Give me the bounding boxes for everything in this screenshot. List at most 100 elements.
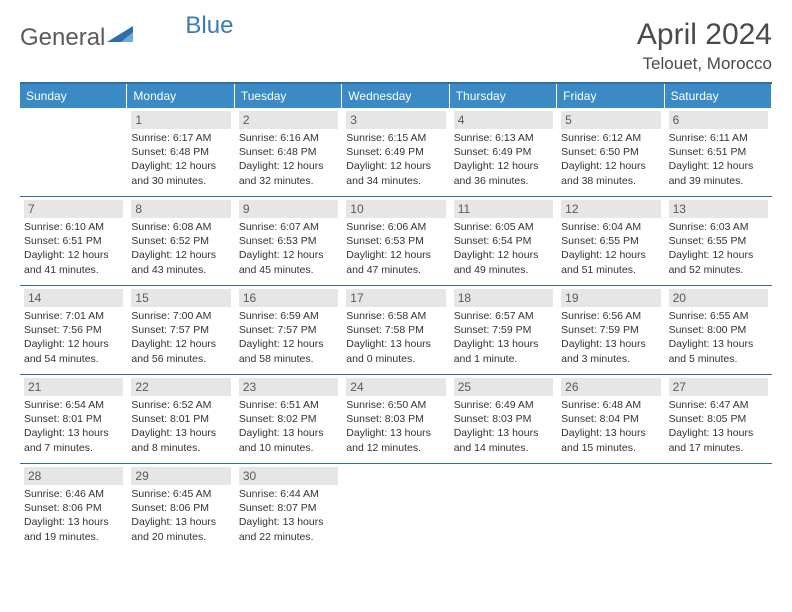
day-number: 23 xyxy=(239,378,338,396)
sunset-text: Sunset: 8:06 PM xyxy=(24,501,123,515)
sunrise-text: Sunrise: 6:54 AM xyxy=(24,398,123,412)
daylight-text: Daylight: 13 hours and 14 minutes. xyxy=(454,426,553,454)
sunset-text: Sunset: 8:06 PM xyxy=(131,501,230,515)
sunrise-text: Sunrise: 6:50 AM xyxy=(346,398,445,412)
day-cell: 3Sunrise: 6:15 AMSunset: 6:49 PMDaylight… xyxy=(342,108,449,196)
day-cell: 1Sunrise: 6:17 AMSunset: 6:48 PMDaylight… xyxy=(127,108,234,196)
day-number: 26 xyxy=(561,378,660,396)
daylight-text: Daylight: 13 hours and 17 minutes. xyxy=(669,426,768,454)
daylight-text: Daylight: 12 hours and 30 minutes. xyxy=(131,159,230,187)
day-cell: 15Sunrise: 7:00 AMSunset: 7:57 PMDayligh… xyxy=(127,286,234,374)
sunset-text: Sunset: 6:52 PM xyxy=(131,234,230,248)
sunrise-text: Sunrise: 6:07 AM xyxy=(239,220,338,234)
daylight-text: Daylight: 13 hours and 20 minutes. xyxy=(131,515,230,543)
day-cell: 10Sunrise: 6:06 AMSunset: 6:53 PMDayligh… xyxy=(342,197,449,285)
sunrise-text: Sunrise: 6:06 AM xyxy=(346,220,445,234)
page-title: April 2024 xyxy=(637,18,772,52)
weekday-header: Saturday xyxy=(665,84,772,108)
page: General Blue April 2024 Telouet, Morocco… xyxy=(0,0,792,552)
sunrise-text: Sunrise: 6:48 AM xyxy=(561,398,660,412)
daylight-text: Daylight: 13 hours and 8 minutes. xyxy=(131,426,230,454)
sunset-text: Sunset: 8:05 PM xyxy=(669,412,768,426)
day-cell: 2 Sunrise: 6:16 AMSunset: 6:48 PMDaylight… xyxy=(235,108,342,196)
day-number: 27 xyxy=(669,378,768,396)
sunrise-text: Sunrise: 6:03 AM xyxy=(669,220,768,234)
sunrise-text: Sunrise: 6:55 AM xyxy=(669,309,768,323)
sunrise-text: Sunrise: 6:16 AM xyxy=(239,131,338,145)
daylight-text: Daylight: 12 hours and 39 minutes. xyxy=(669,159,768,187)
sunrise-text: Sunrise: 6:11 AM xyxy=(669,131,768,145)
sunrise-text: Sunrise: 6:47 AM xyxy=(669,398,768,412)
daylight-text: Daylight: 12 hours and 58 minutes. xyxy=(239,337,338,365)
day-cell: 25Sunrise: 6:49 AMSunset: 8:03 PMDayligh… xyxy=(450,375,557,463)
day-cell: 6Sunrise: 6:11 AMSunset: 6:51 PMDaylight… xyxy=(665,108,772,196)
sunset-text: Sunset: 7:59 PM xyxy=(454,323,553,337)
day-cell: 22Sunrise: 6:52 AMSunset: 8:01 PMDayligh… xyxy=(127,375,234,463)
sunset-text: Sunset: 6:51 PM xyxy=(24,234,123,248)
daylight-text: Daylight: 12 hours and 47 minutes. xyxy=(346,248,445,276)
day-cell: 18Sunrise: 6:57 AMSunset: 7:59 PMDayligh… xyxy=(450,286,557,374)
daylight-text: Daylight: 13 hours and 0 minutes. xyxy=(346,337,445,365)
day-number: 11 xyxy=(454,200,553,218)
weekday-header: Thursday xyxy=(450,84,557,108)
day-number: 29 xyxy=(131,467,230,485)
weekday-header: Sunday xyxy=(20,84,127,108)
day-cell: 21Sunrise: 6:54 AMSunset: 8:01 PMDayligh… xyxy=(20,375,127,463)
day-cell: 8Sunrise: 6:08 AMSunset: 6:52 PMDaylight… xyxy=(127,197,234,285)
sunset-text: Sunset: 6:48 PM xyxy=(239,145,338,159)
day-cell: 7Sunrise: 6:10 AMSunset: 6:51 PMDaylight… xyxy=(20,197,127,285)
daylight-text: Daylight: 12 hours and 54 minutes. xyxy=(24,337,123,365)
day-number: 2 xyxy=(239,111,338,129)
sunrise-text: Sunrise: 6:15 AM xyxy=(346,131,445,145)
sunrise-text: Sunrise: 6:13 AM xyxy=(454,131,553,145)
sunrise-text: Sunrise: 6:57 AM xyxy=(454,309,553,323)
sunrise-text: Sunrise: 6:46 AM xyxy=(24,487,123,501)
sunrise-text: Sunrise: 7:01 AM xyxy=(24,309,123,323)
sunrise-text: Sunrise: 6:04 AM xyxy=(561,220,660,234)
day-number: 4 xyxy=(454,111,553,129)
sunset-text: Sunset: 6:53 PM xyxy=(239,234,338,248)
daylight-text: Daylight: 13 hours and 15 minutes. xyxy=(561,426,660,454)
day-number: 19 xyxy=(561,289,660,307)
daylight-text: Daylight: 13 hours and 19 minutes. xyxy=(24,515,123,543)
day-cell: 19Sunrise: 6:56 AMSunset: 7:59 PMDayligh… xyxy=(557,286,664,374)
daylight-text: Daylight: 12 hours and 51 minutes. xyxy=(561,248,660,276)
sunset-text: Sunset: 6:51 PM xyxy=(669,145,768,159)
sunset-text: Sunset: 8:04 PM xyxy=(561,412,660,426)
day-cell: 27 Sunrise: 6:47 AMSunset: 8:05 PMDayligh… xyxy=(665,375,772,463)
empty-cell xyxy=(450,464,557,552)
day-cell: 12Sunrise: 6:04 AMSunset: 6:55 PMDayligh… xyxy=(557,197,664,285)
sunrise-text: Sunrise: 6:44 AM xyxy=(239,487,338,501)
day-number: 9 xyxy=(239,200,338,218)
sunrise-text: Sunrise: 6:51 AM xyxy=(239,398,338,412)
daylight-text: Daylight: 12 hours and 49 minutes. xyxy=(454,248,553,276)
daylight-text: Daylight: 12 hours and 36 minutes. xyxy=(454,159,553,187)
sunset-text: Sunset: 6:53 PM xyxy=(346,234,445,248)
day-cell: 16Sunrise: 6:59 AMSunset: 7:57 PMDayligh… xyxy=(235,286,342,374)
day-number: 20 xyxy=(669,289,768,307)
daylight-text: Daylight: 12 hours and 45 minutes. xyxy=(239,248,338,276)
daylight-text: Daylight: 12 hours and 32 minutes. xyxy=(239,159,338,187)
day-number: 22 xyxy=(131,378,230,396)
sunrise-text: Sunrise: 6:52 AM xyxy=(131,398,230,412)
title-block: April 2024 Telouet, Morocco xyxy=(637,18,772,74)
sunrise-text: Sunrise: 6:05 AM xyxy=(454,220,553,234)
sunset-text: Sunset: 6:55 PM xyxy=(669,234,768,248)
day-cell: 24Sunrise: 6:50 AMSunset: 8:03 PMDayligh… xyxy=(342,375,449,463)
sunrise-text: Sunrise: 6:59 AM xyxy=(239,309,338,323)
daylight-text: Daylight: 13 hours and 22 minutes. xyxy=(239,515,338,543)
sunrise-text: Sunrise: 6:49 AM xyxy=(454,398,553,412)
logo-text-general: General xyxy=(20,24,105,52)
day-cell: 4Sunrise: 6:13 AMSunset: 6:49 PMDaylight… xyxy=(450,108,557,196)
logo-text-blue: Blue xyxy=(185,12,233,39)
sunset-text: Sunset: 6:54 PM xyxy=(454,234,553,248)
sunrise-text: Sunrise: 6:17 AM xyxy=(131,131,230,145)
daylight-text: Daylight: 12 hours and 52 minutes. xyxy=(669,248,768,276)
day-number: 24 xyxy=(346,378,445,396)
day-number: 14 xyxy=(24,289,123,307)
day-number: 7 xyxy=(24,200,123,218)
sunrise-text: Sunrise: 6:56 AM xyxy=(561,309,660,323)
empty-cell xyxy=(665,464,772,552)
weekday-header: Friday xyxy=(557,84,664,108)
sunrise-text: Sunrise: 7:00 AM xyxy=(131,309,230,323)
